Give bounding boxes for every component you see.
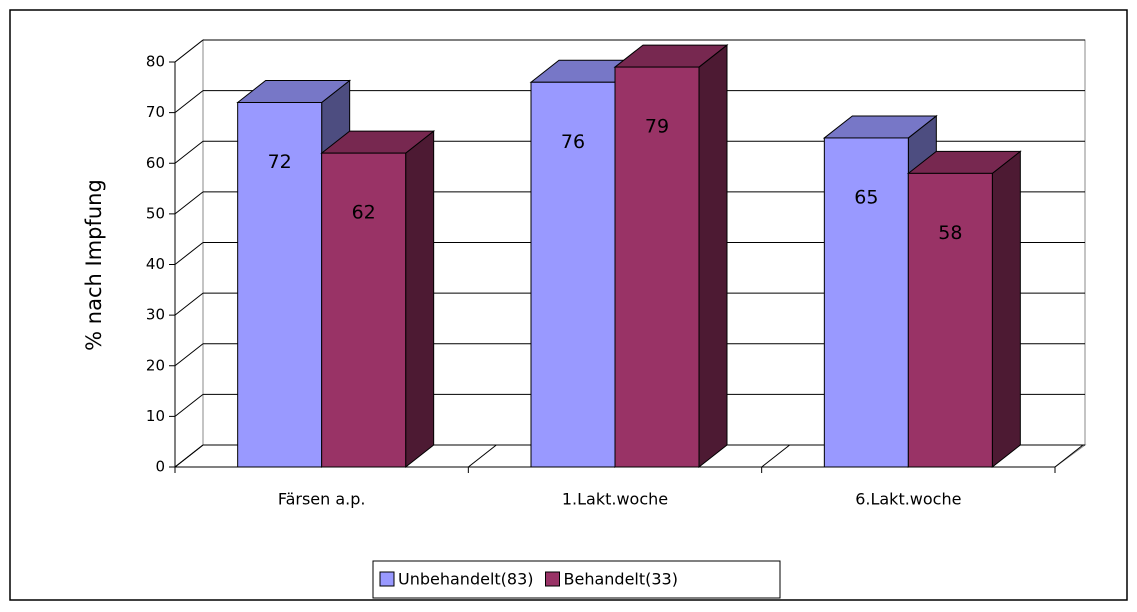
bar-front	[614, 66, 700, 468]
bar-side	[698, 44, 728, 469]
bar-front	[321, 152, 407, 468]
grid-line	[174, 90, 204, 114]
grid-line	[174, 39, 204, 63]
bar	[906, 150, 1022, 469]
y-tick-label: 70	[146, 103, 165, 121]
grid-line	[174, 343, 204, 367]
legend-label: Unbehandelt(83)	[398, 570, 534, 589]
y-tick-label: 30	[146, 306, 165, 324]
data-label: 79	[645, 116, 669, 138]
bar-side	[405, 130, 435, 469]
y-tick-label: 0	[155, 458, 165, 476]
grid-line	[174, 393, 204, 417]
data-label: 62	[352, 202, 376, 224]
grid-line	[174, 140, 204, 164]
bar-front	[530, 81, 616, 468]
y-tick-label: 50	[146, 204, 165, 222]
floor-tick	[1054, 444, 1084, 468]
bar-front	[823, 137, 909, 468]
legend-label: Behandelt(33)	[564, 570, 678, 589]
y-tick-label: 80	[146, 53, 165, 71]
grid-line	[174, 242, 204, 265]
data-label: 76	[561, 131, 585, 153]
grid-line	[174, 292, 204, 316]
x-tick-label: 6.Lakt.woche	[855, 490, 961, 509]
floor-tick	[468, 444, 497, 468]
legend-box	[372, 560, 781, 599]
y-tick-label: 40	[146, 255, 165, 273]
y-tick-label: 10	[146, 407, 165, 425]
bar-front	[907, 172, 993, 468]
data-label: 72	[268, 151, 292, 173]
bar-front	[237, 102, 323, 468]
legend-swatch	[545, 571, 560, 587]
y-axis-title: % nach Impfung	[82, 179, 106, 351]
bar	[320, 130, 436, 469]
x-tick-label: Färsen a.p.	[278, 490, 366, 509]
bar-side	[991, 150, 1021, 469]
data-label: 65	[854, 186, 878, 208]
floor-tick	[761, 444, 790, 468]
x-tick-label: 1.Lakt.woche	[562, 490, 668, 509]
legend: Unbehandelt(83) Behandelt(33)	[372, 560, 781, 599]
legend-swatch	[379, 571, 395, 587]
grid-line	[174, 191, 204, 215]
data-label: 58	[938, 222, 962, 244]
bar	[613, 44, 729, 469]
y-tick-label: 60	[146, 154, 165, 172]
y-tick-label: 20	[146, 356, 165, 374]
floor-tick	[174, 444, 204, 468]
